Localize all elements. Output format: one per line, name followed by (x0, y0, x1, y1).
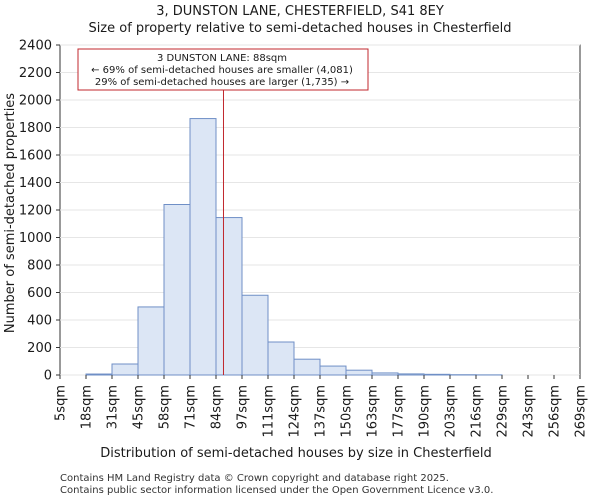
x-tick-label: 190sqm (418, 385, 433, 438)
y-tick-label: 1000 (19, 231, 52, 246)
x-tick-label: 31sqm (106, 385, 121, 429)
annotation-line-2: ← 69% of semi-detached houses are smalle… (91, 65, 353, 76)
histogram-bar-31sqm (111, 363, 139, 376)
y-tick-label: 1200 (19, 204, 52, 219)
y-tick-label: 1400 (19, 176, 52, 191)
y-tick-label: 0 (44, 369, 52, 384)
histogram-bar-163sqm (371, 372, 399, 376)
x-tick-label: 84sqm (210, 385, 225, 429)
histogram-bar-150sqm (345, 369, 373, 376)
x-tick-label: 111sqm (262, 385, 277, 438)
bars (85, 118, 503, 376)
footer-line-2: Contains public sector information licen… (60, 485, 494, 496)
histogram-bar-58sqm (163, 204, 191, 376)
histogram-bar-71sqm (189, 118, 217, 376)
histogram-bar-18sqm (85, 373, 113, 376)
chart-title: 3, DUNSTON LANE, CHESTERFIELD, S41 8EY (156, 4, 444, 19)
histogram-bar-177sqm (397, 373, 425, 376)
x-tick-label: 124sqm (288, 385, 303, 438)
x-tick-label: 5sqm (54, 385, 69, 421)
histogram-bar-111sqm (267, 341, 295, 376)
annotation-line-3: 29% of semi-detached houses are larger (… (95, 77, 349, 88)
y-tick-label: 800 (27, 259, 52, 274)
histogram-bar-45sqm (137, 306, 165, 376)
chart-subtitle: Size of property relative to semi-detach… (88, 21, 511, 36)
x-tick-label: 203sqm (444, 385, 459, 438)
y-tick-label: 600 (27, 286, 52, 301)
y-tick-label: 1600 (19, 149, 52, 164)
y-tick-label: 2400 (19, 39, 52, 54)
y-tick-label: 2200 (19, 66, 52, 81)
y-axis-ticks: 0 200 400 600 800 1000 1200 1400 1600 1800 2000 220… (19, 39, 60, 384)
x-tick-label: 163sqm (366, 385, 381, 438)
y-tick-label: 2000 (19, 94, 52, 109)
x-tick-label: 269sqm (574, 385, 589, 438)
annotation-frame (77, 48, 369, 91)
x-axis-title: Distribution of semi-detached houses by … (100, 446, 492, 461)
histogram-bar-124sqm (293, 358, 321, 376)
annotation-line-1: 3 DUNSTON LANE: 88sqm (157, 53, 287, 64)
x-tick-label: 97sqm (236, 385, 251, 429)
y-axis-title: Number of semi-detached properties (3, 93, 18, 333)
x-tick-label: 229sqm (496, 385, 511, 438)
x-tick-label: 243sqm (522, 385, 537, 438)
x-axis-ticks: 5sqm 18sqm 31sqm 45sqm 58sqm 71sqm 84sqm 97sqm 1… (54, 375, 589, 438)
y-tick-label: 200 (27, 341, 52, 356)
y-tick-label: 400 (27, 314, 52, 329)
x-tick-label: 45sqm (132, 385, 147, 429)
histogram-bar-84sqm (215, 217, 243, 376)
x-tick-label: 150sqm (340, 385, 355, 438)
x-tick-label: 216sqm (470, 385, 485, 438)
y-tick-label: 1800 (19, 121, 52, 136)
x-tick-label: 256sqm (548, 385, 563, 438)
x-tick-label: 71sqm (184, 385, 199, 429)
annotation-box: 3 DUNSTON LANE: 88sqm ← 69% of semi-deta… (77, 48, 369, 91)
footer-line-1: Contains HM Land Registry data © Crown c… (60, 473, 449, 484)
histogram-bar-97sqm (241, 294, 269, 376)
x-tick-label: 58sqm (158, 385, 173, 429)
histogram-bar-137sqm (319, 365, 347, 376)
histogram-bar-190sqm (423, 373, 451, 376)
x-tick-label: 137sqm (314, 385, 329, 438)
x-tick-label: 177sqm (392, 385, 407, 438)
x-tick-label: 18sqm (80, 385, 95, 429)
